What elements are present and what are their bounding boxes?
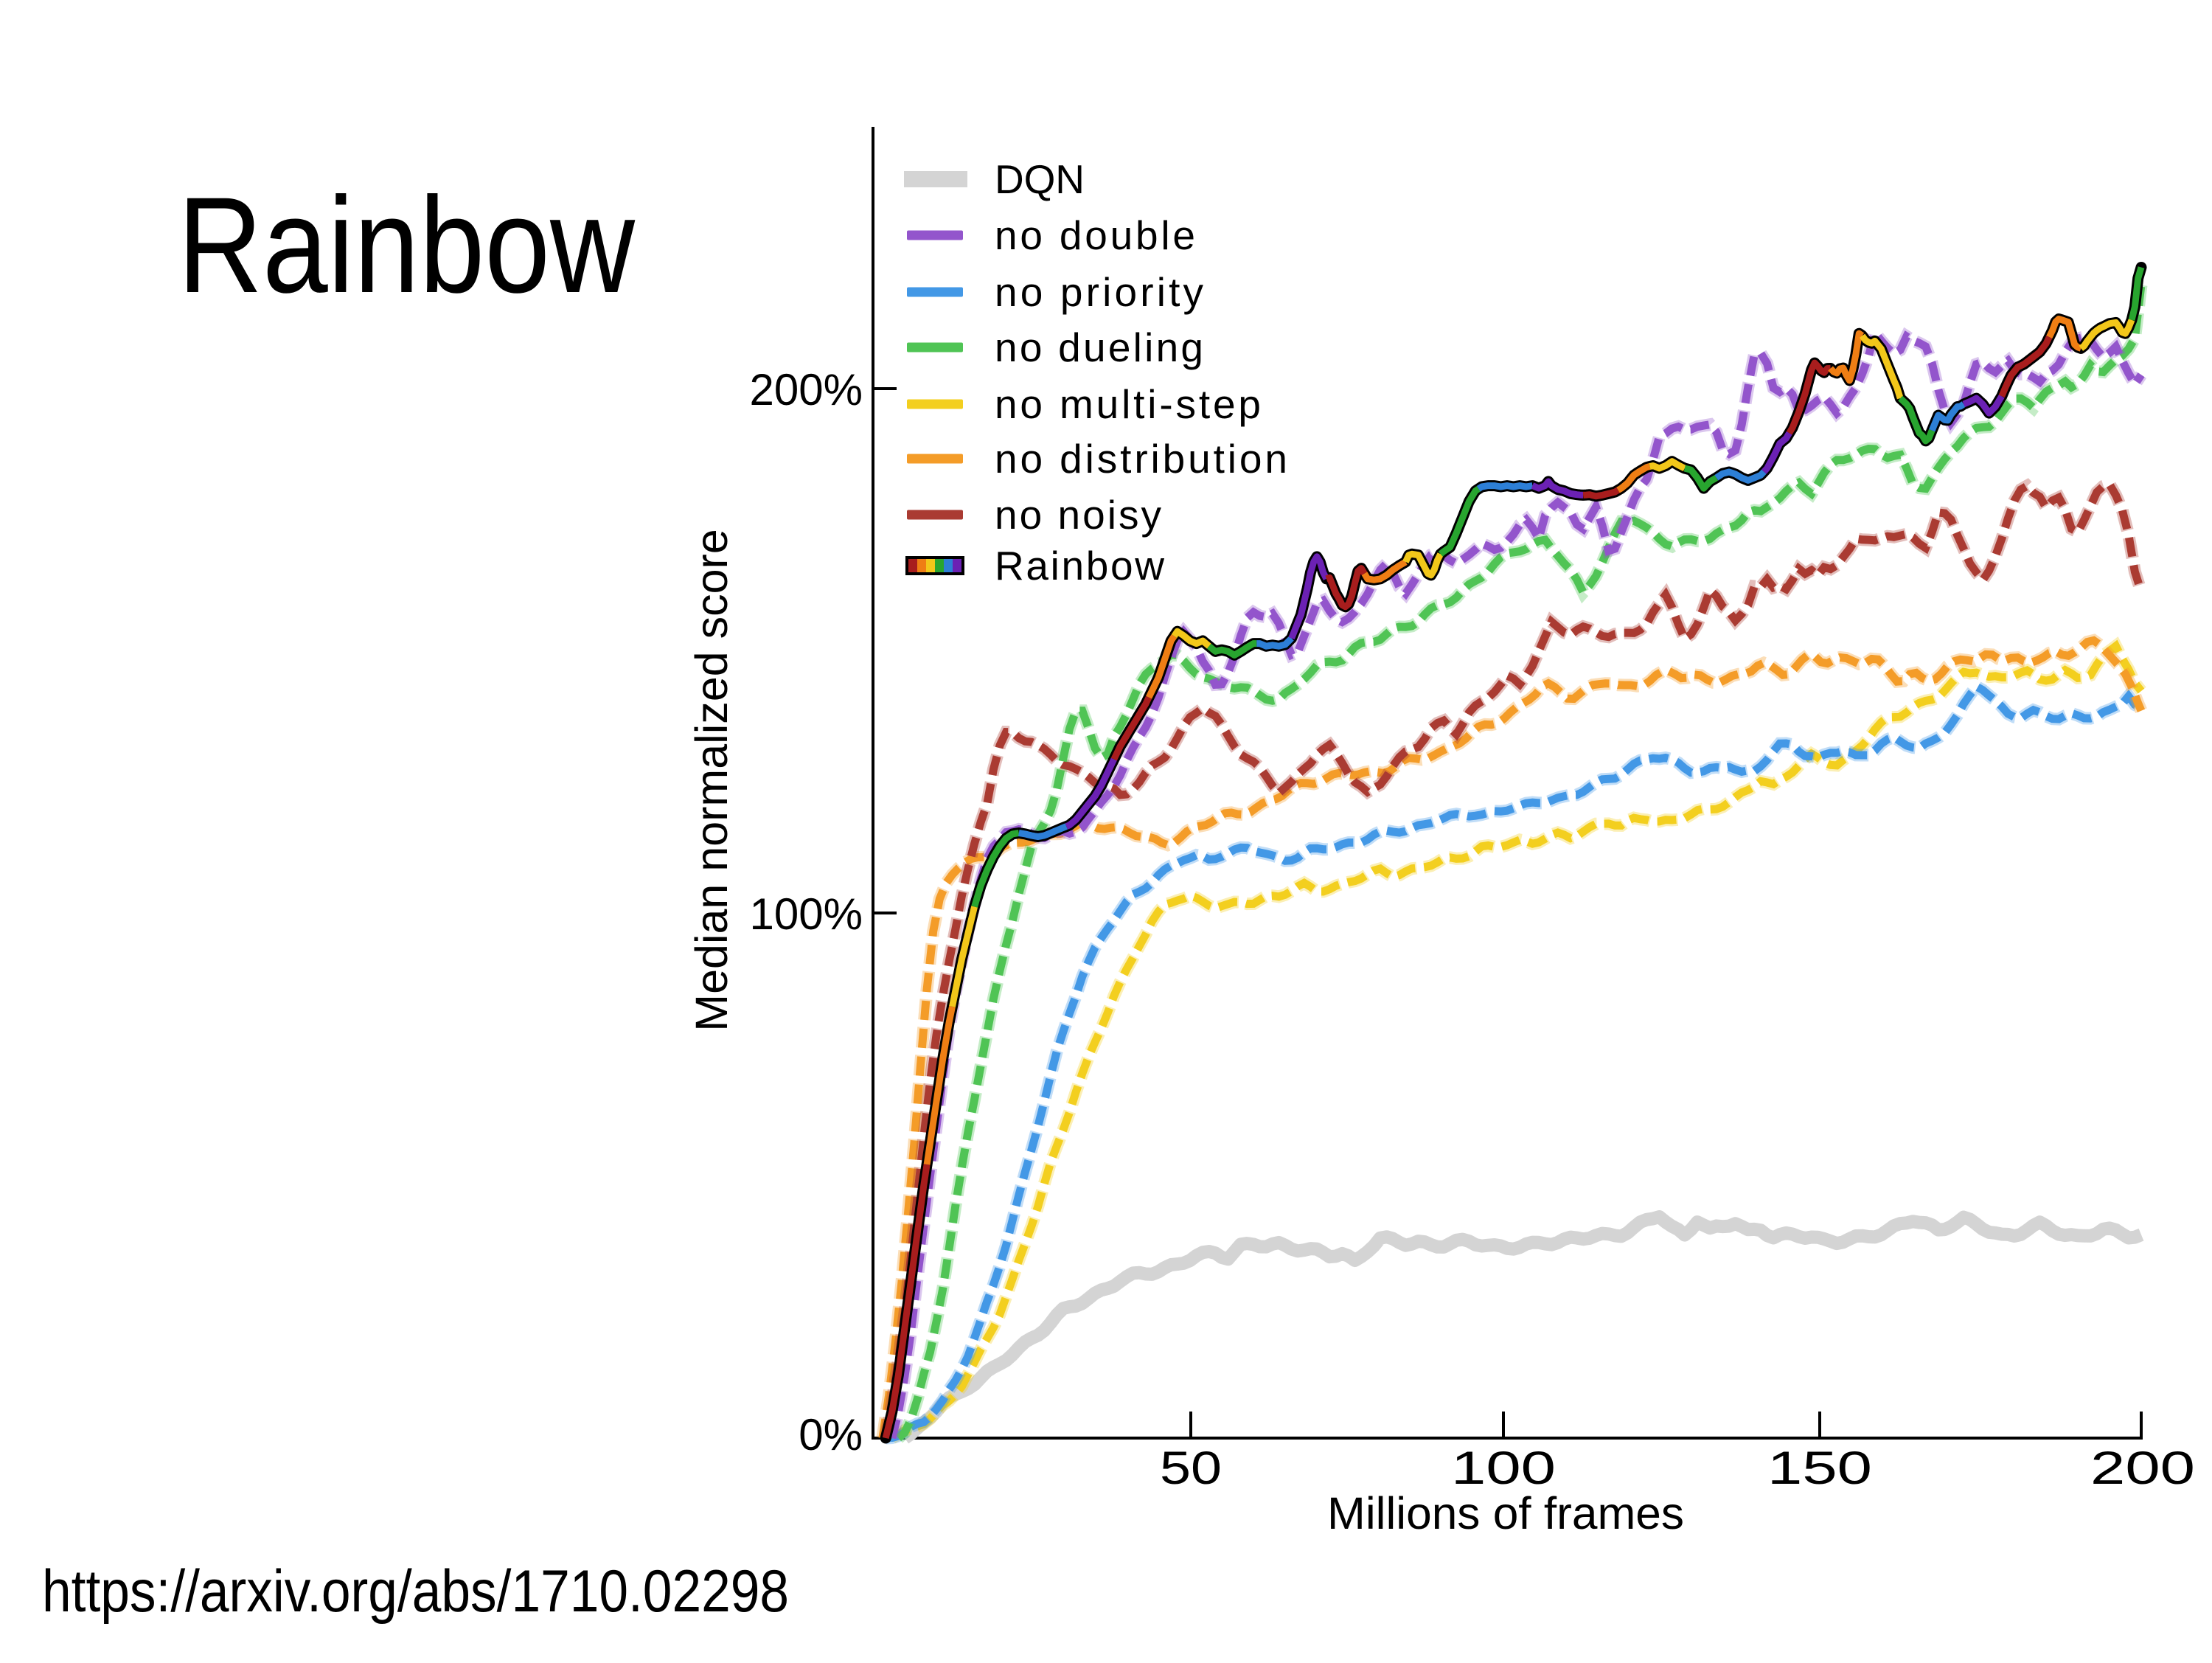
svg-text:no dueling: no dueling <box>995 324 1203 370</box>
svg-text:100: 100 <box>1451 1442 1556 1494</box>
svg-text:Rainbow: Rainbow <box>178 170 636 322</box>
svg-text:no multi-step: no multi-step <box>995 381 1261 427</box>
svg-text:150: 150 <box>1767 1442 1872 1494</box>
svg-text:no distribution: no distribution <box>995 436 1287 482</box>
svg-text:no double: no double <box>995 212 1195 258</box>
svg-text:Median normalized score: Median normalized score <box>686 529 737 1031</box>
svg-text:200%: 200% <box>750 365 863 414</box>
svg-text:DQN: DQN <box>995 156 1085 202</box>
svg-text:Millions of frames: Millions of frames <box>1327 1488 1684 1538</box>
svg-text:0%: 0% <box>799 1410 863 1459</box>
svg-text:no priority: no priority <box>995 269 1204 315</box>
svg-text:https://arxiv.org/abs/1710.022: https://arxiv.org/abs/1710.02298 <box>42 1558 789 1625</box>
svg-text:Rainbow: Rainbow <box>995 543 1164 589</box>
svg-text:no noisy: no noisy <box>995 492 1162 538</box>
svg-text:100%: 100% <box>750 889 863 939</box>
svg-text:200: 200 <box>2090 1442 2195 1494</box>
svg-text:50: 50 <box>1160 1442 1222 1494</box>
